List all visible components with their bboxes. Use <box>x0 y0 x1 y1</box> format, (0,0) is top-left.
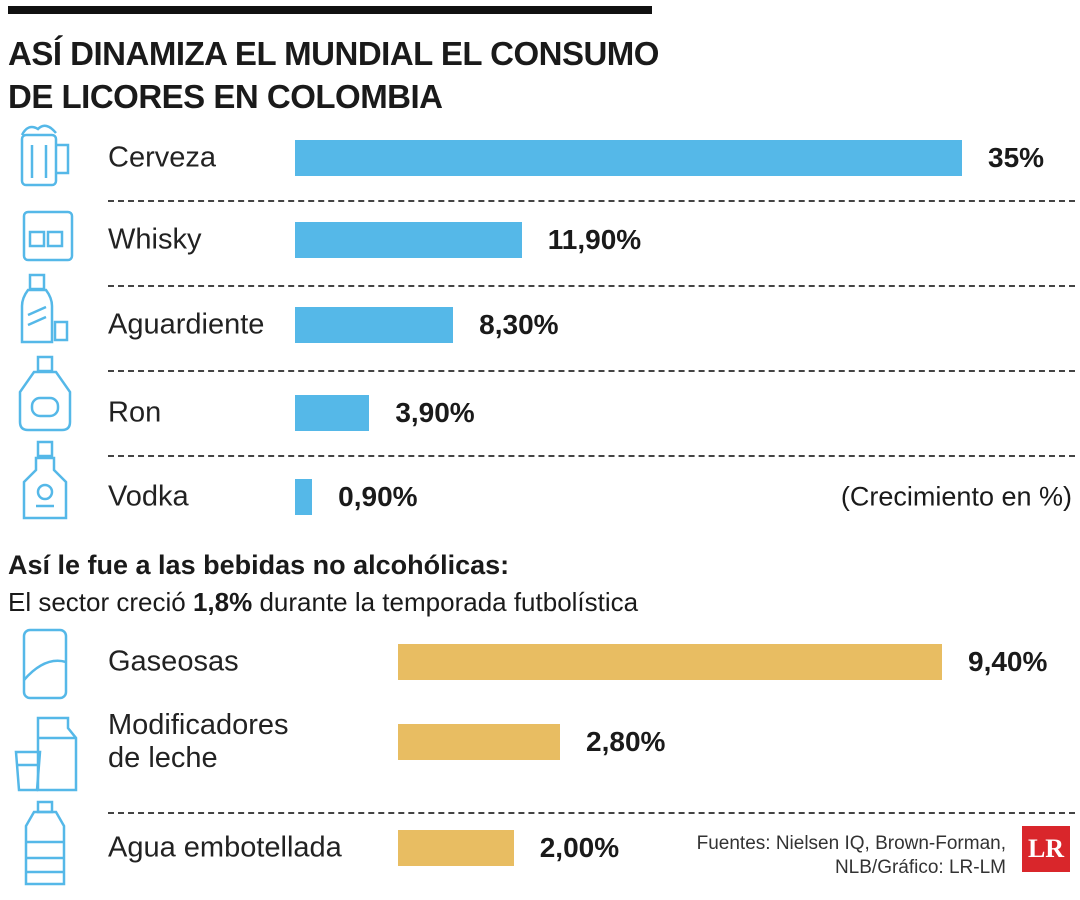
value-label: 9,40% <box>968 646 1048 677</box>
logo: LR <box>1022 826 1070 872</box>
value-label: 3,90% <box>395 397 475 428</box>
water-icon <box>24 800 66 886</box>
value-label: 0,90% <box>338 481 418 512</box>
value-label: 11,90% <box>547 224 642 255</box>
value-label: 35% <box>988 142 1045 173</box>
beer-icon <box>20 124 70 187</box>
divider <box>108 200 1075 202</box>
category-label: Agua embotellada <box>108 831 342 864</box>
source: Fuentes: Nielsen IQ, Brown-Forman, NLB/G… <box>696 833 1006 878</box>
bar <box>398 724 561 760</box>
note: (Crecimiento en %) <box>840 481 1072 512</box>
category-label: Gaseosas <box>108 645 239 678</box>
aguardiente-icon <box>20 273 69 344</box>
bar <box>295 222 522 258</box>
divider <box>108 370 1075 372</box>
milk-icon <box>14 716 78 792</box>
category-label: Modificadores de leche <box>108 709 289 774</box>
bar <box>295 307 454 343</box>
category-label: Aguardiente <box>108 308 265 341</box>
bar <box>295 140 962 176</box>
subtitle-highlight: 1,8% <box>192 587 253 617</box>
subtitle-text: El sector creció <box>8 587 193 617</box>
category-label: Ron <box>108 396 162 429</box>
category-label: Whisky <box>108 223 202 256</box>
vodka-icon <box>22 440 68 520</box>
divider <box>108 285 1075 287</box>
bar <box>295 395 370 431</box>
value-label: 2,80% <box>586 726 666 757</box>
category-label: Cerveza <box>108 141 216 174</box>
chart-title: ASÍ DINAMIZA EL MUNDIAL EL CONSUMO DE LI… <box>8 35 659 115</box>
subtitle: El sector creció 1,8% durante la tempora… <box>8 587 638 618</box>
divider <box>108 455 1075 457</box>
bar <box>398 830 514 866</box>
bar <box>398 644 942 680</box>
top-rule <box>8 6 652 14</box>
bar <box>295 479 313 515</box>
section-title: Así le fue a las bebidas no alcohólicas: <box>8 550 510 580</box>
whisky-icon <box>22 210 74 262</box>
value-label: 8,30% <box>479 309 559 340</box>
soda-icon <box>22 628 68 700</box>
ron-icon <box>18 355 72 432</box>
value-label: 2,00% <box>539 832 620 863</box>
divider <box>108 812 1075 814</box>
category-label: Vodka <box>108 480 189 513</box>
subtitle-text: durante la temporada futbolística <box>252 587 639 617</box>
